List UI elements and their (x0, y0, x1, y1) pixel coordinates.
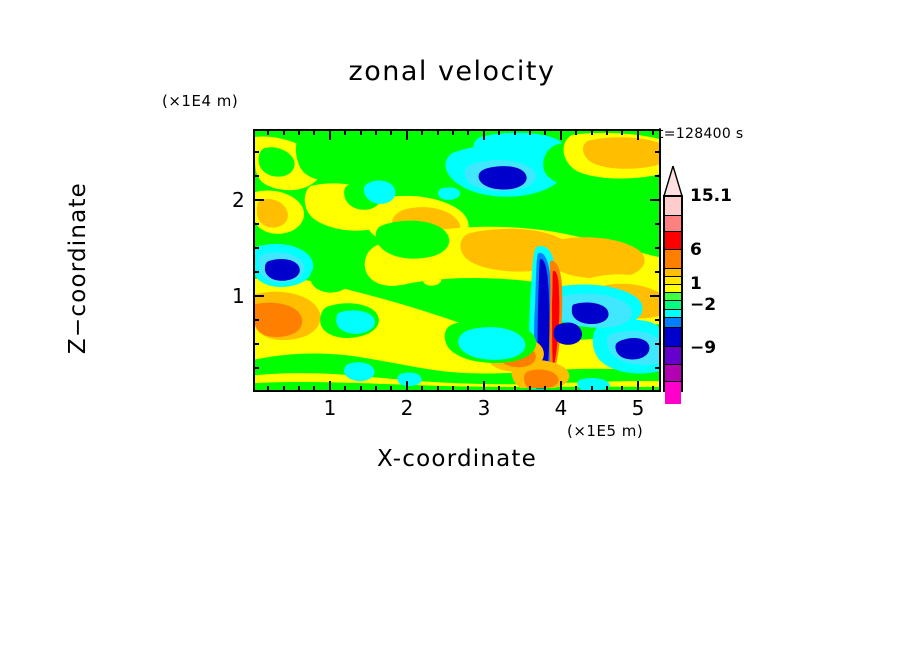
colorbar-segment (665, 317, 681, 329)
colorbar-arrow-tip (663, 166, 683, 197)
chart-title: zonal velocity (348, 56, 556, 87)
colorbar-segment (665, 301, 681, 310)
x-tick-label-4: 4 (554, 396, 568, 420)
colorbar (663, 195, 683, 404)
colorbar-segment (665, 364, 681, 383)
x-tick-label-1: 1 (323, 396, 337, 420)
colorbar-label-1: 1 (690, 274, 702, 294)
x-axis-unit-label: (×1E5 m) (567, 422, 644, 440)
colorbar-segment (665, 232, 681, 251)
x-tick-label-5: 5 (631, 396, 645, 420)
y-tick-label-1: 1 (232, 284, 245, 308)
contour-plot-area (253, 129, 661, 392)
colorbar-segment (665, 328, 681, 348)
x-axis-title: X-coordinate (377, 446, 537, 472)
colorbar-segment (665, 285, 681, 294)
velocity-field-heatmap (255, 131, 659, 390)
colorbar-segment (665, 197, 681, 216)
colorbar-segment (665, 215, 681, 233)
timestamp-annotation: t=128400 s (658, 126, 744, 142)
y-axis-title: Z−coordinate (65, 181, 91, 355)
y-tick-label-2: 2 (232, 188, 245, 212)
colorbar-segment (665, 277, 681, 286)
x-tick-label-2: 2 (400, 396, 414, 420)
x-tick-label-3: 3 (477, 396, 491, 420)
colorbar-label-6: 6 (690, 240, 702, 260)
colorbar-segment (665, 293, 681, 302)
colorbar-segment (665, 382, 681, 404)
y-axis-unit-label: (×1E4 m) (162, 92, 239, 110)
colorbar-label-max: 15.1 (690, 186, 732, 206)
colorbar-segment (665, 250, 681, 269)
colorbar-segment (665, 309, 681, 318)
colorbar-label-neg9: −9 (690, 338, 717, 358)
colorbar-label-neg2: −2 (690, 295, 717, 315)
colorbar-segment (665, 347, 681, 365)
colorbar-segment (665, 268, 681, 278)
